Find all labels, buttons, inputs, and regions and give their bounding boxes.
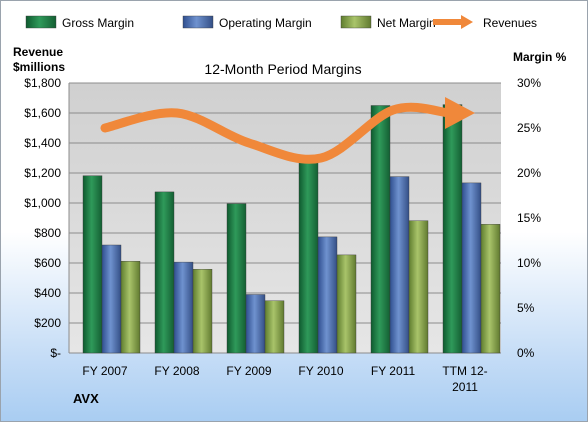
x-tick-label: FY 2010 (298, 364, 343, 378)
legend-arrow-icon (461, 15, 473, 29)
bar-operating-margin (317, 236, 338, 354)
revenues-line (100, 97, 475, 164)
legend-swatch (182, 15, 214, 29)
y-left-tick-label: $800 (34, 226, 61, 240)
revenues-arrowhead (445, 97, 475, 129)
x-tick-label: TTM 12- (442, 364, 487, 378)
x-tick-labels: FY 2007 FY 2008 FY 2009 FY 2010 FY 2011 TTM 1… (82, 364, 487, 394)
legend-label: Gross Margin (62, 16, 134, 30)
y-left-tick-label: $200 (34, 316, 61, 330)
y-left-tick-label: $1,000 (24, 196, 61, 210)
y-left-tick-label: $400 (34, 286, 61, 300)
bar-operating-margin (245, 294, 266, 354)
x-tick-label-cont: 2011 (452, 380, 478, 394)
y-left-tick-label: $1,800 (24, 76, 61, 90)
bar-operating-margin (461, 182, 482, 354)
legend-swatch (340, 15, 372, 29)
y-right-tick-label: 0% (517, 346, 535, 360)
x-tick-label: FY 2011 (371, 364, 416, 378)
y-right-label: Margin % (513, 50, 567, 64)
y-left-label-line2: $millions (13, 60, 65, 74)
company-label: AVX (73, 391, 99, 406)
y-right-tick-label: 5% (517, 301, 535, 315)
bar-net-margin (336, 254, 357, 354)
legend-label: Net Margin (377, 16, 436, 30)
revenues-series-line (100, 102, 454, 164)
bar-gross-margin (442, 104, 463, 354)
legend-swatch (25, 15, 57, 29)
x-tick-label: FY 2007 (82, 364, 127, 378)
bars (82, 104, 501, 354)
legend-label-revenues: Revenues (483, 16, 537, 30)
y-left-tick-label: $1,600 (24, 106, 61, 120)
bar-operating-margin (173, 261, 194, 354)
bar-gross-margin (226, 203, 247, 354)
bar-gross-margin (154, 191, 175, 354)
x-tick-label: FY 2009 (226, 364, 271, 378)
y-right-ticks: 0% 5% 10% 15% 20% 25% 30% (517, 76, 541, 360)
y-left-ticks: $- $200 $400 $600 $800 $1,000 $1,200 $1,400 $1,6… (24, 76, 61, 360)
plot-area (69, 83, 501, 353)
y-right-tick-label: 20% (517, 166, 541, 180)
y-left-tick-label: $1,400 (24, 136, 61, 150)
bar-net-margin (120, 261, 141, 354)
bar-net-margin (264, 300, 285, 354)
y-left-label-line1: Revenue (13, 45, 63, 59)
y-right-tick-label: 25% (517, 121, 541, 135)
y-left-tick-label: $- (50, 346, 61, 360)
legend-label: Operating Margin (219, 16, 312, 30)
bar-operating-margin (389, 176, 410, 354)
bar-net-margin (408, 220, 429, 354)
chart-title: 12-Month Period Margins (204, 61, 361, 77)
bar-net-margin (480, 224, 501, 354)
bar-net-margin (192, 269, 213, 354)
y-right-tick-label: 10% (517, 256, 541, 270)
y-left-tick-label: $1,200 (24, 166, 61, 180)
bar-operating-margin (101, 244, 122, 354)
y-left-tick-label: $600 (34, 256, 61, 270)
y-right-tick-label: 15% (517, 211, 541, 225)
bar-gross-margin (370, 105, 391, 354)
bar-gross-margin (298, 161, 319, 354)
y-right-tick-label: 30% (517, 76, 541, 90)
x-tick-label: FY 2008 (154, 364, 199, 378)
chart-legend: Gross Margin Operating Margin Net Margin Re… (25, 15, 537, 30)
bar-gross-margin (82, 175, 103, 354)
